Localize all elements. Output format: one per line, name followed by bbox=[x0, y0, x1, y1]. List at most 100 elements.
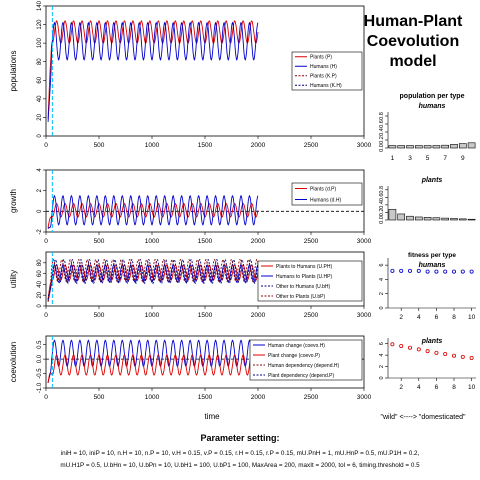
y-tick-label: 0.4 bbox=[379, 201, 385, 209]
y-tick-label: 0.0 bbox=[379, 144, 385, 152]
fitness-point-plants-6 bbox=[434, 350, 439, 355]
panel-subtitle: humans bbox=[419, 262, 446, 269]
y-axis-label: growth bbox=[9, 189, 18, 213]
x-tick-label: 0 bbox=[44, 142, 48, 149]
y-axis-label: populations bbox=[9, 51, 18, 92]
y-tick-label: 6 bbox=[379, 264, 385, 267]
x-tick-label: 2500 bbox=[304, 312, 319, 319]
legend-box bbox=[249, 339, 363, 381]
x-tick-label: 2000 bbox=[251, 142, 266, 149]
fitness-point-humans-5 bbox=[425, 269, 430, 274]
bar-4 bbox=[414, 145, 423, 149]
fitness-point-humans-4 bbox=[416, 268, 421, 273]
panel-title: population per type bbox=[400, 93, 465, 100]
x-tick-label: 1500 bbox=[198, 312, 213, 319]
bar-6 bbox=[432, 145, 441, 149]
y-tick-label: 0.5 bbox=[37, 340, 43, 349]
y-tick-label: 0 bbox=[37, 304, 43, 308]
bar-10 bbox=[467, 218, 476, 221]
y-tick-label: 0.0 bbox=[37, 354, 43, 363]
y-tick-label: 6 bbox=[379, 342, 385, 345]
bar-5 bbox=[423, 217, 432, 221]
fitness-point-plants-1 bbox=[390, 342, 395, 347]
bar-3 bbox=[406, 145, 414, 149]
x-tick-label: 1 bbox=[391, 155, 395, 162]
x-tick-label: 2500 bbox=[304, 142, 319, 149]
x-tick-label: 1000 bbox=[145, 238, 160, 245]
y-axis-label: coevolution bbox=[9, 342, 18, 382]
x-tick-label: 0 bbox=[44, 238, 48, 245]
x-tick-label: 3000 bbox=[357, 238, 372, 245]
x-tick-label: 2 bbox=[399, 384, 403, 391]
legend-coevolution: Human change (coevo.H) Plant change (coev… bbox=[249, 339, 363, 381]
type-distribution-panels: population per typehumans0.00.20.40.60.8… bbox=[379, 93, 476, 391]
bar-7 bbox=[441, 217, 450, 221]
x-tick-label: 8 bbox=[452, 384, 456, 391]
fitness-point-plants-9 bbox=[460, 354, 465, 359]
bar-8 bbox=[450, 218, 458, 221]
y-tick-label: 0 bbox=[379, 306, 385, 309]
panel-title: fitness per type bbox=[408, 252, 456, 259]
panel-pop-per-type-plants: plants 0.00.20.40.60.8 bbox=[379, 177, 476, 224]
x-tick-label: 500 bbox=[94, 238, 105, 245]
y-tick-label: 20 bbox=[37, 291, 43, 298]
panel-pop-per-type-humans: population per type humans 0.00.20.40.60.8… bbox=[379, 93, 476, 162]
fitness-point-plants-7 bbox=[443, 351, 448, 356]
legend-entry: Plants (d.P) bbox=[310, 186, 336, 192]
x-tick-label: 1500 bbox=[198, 238, 213, 245]
fitness-point-plants-4 bbox=[416, 347, 421, 352]
panel-subtitle: humans bbox=[419, 103, 446, 110]
panel-populations: 0 20 40 60 80 100 120 140 0 500 1000 1500 2000 2500 30… bbox=[9, 0, 372, 149]
x-tick-label: 2 bbox=[399, 314, 403, 321]
legend-entry: Humans (H) bbox=[310, 64, 337, 70]
y-tick-label: 60 bbox=[37, 76, 43, 83]
y-tick-label: 0.2 bbox=[379, 209, 385, 217]
bar-5 bbox=[423, 145, 432, 149]
y-tick-label: 2 bbox=[379, 292, 385, 295]
y-tick-label: -0.5 bbox=[37, 368, 43, 379]
legend-entry: Humans to Plants (U.HP) bbox=[276, 274, 332, 280]
x-tick-label: 3000 bbox=[357, 312, 372, 319]
fitness-point-humans-3 bbox=[407, 268, 412, 273]
y-tick-label: 0.8 bbox=[379, 112, 385, 120]
series-line-coevolution-1 bbox=[47, 354, 259, 384]
y-axis-label: utility bbox=[9, 270, 18, 288]
legend-entry: Humans (d.H) bbox=[310, 197, 341, 203]
parameter-heading: Parameter setting: bbox=[200, 433, 279, 443]
x-tick-label: 6 bbox=[435, 314, 439, 321]
bar-1 bbox=[388, 209, 397, 221]
legend-entry: Plant change (coevo.P) bbox=[268, 353, 320, 359]
x-tick-label: 3 bbox=[408, 155, 412, 162]
x-tick-label: 1000 bbox=[145, 142, 160, 149]
bar-8 bbox=[450, 144, 458, 149]
x-tick-label: 10 bbox=[468, 314, 476, 321]
fitness-point-humans-10 bbox=[469, 269, 474, 274]
y-tick-label: 0.8 bbox=[379, 186, 385, 194]
main-title: Human-Plant Coevolution model bbox=[364, 13, 463, 70]
y-tick-label: 120 bbox=[37, 19, 43, 30]
y-tick-label: 40 bbox=[37, 95, 43, 102]
bar-6 bbox=[432, 217, 441, 221]
x-tick-label: 1000 bbox=[145, 394, 160, 401]
bar-4 bbox=[414, 216, 423, 221]
y-tick-label: 0.6 bbox=[379, 194, 385, 202]
y-tick-label: 0.2 bbox=[379, 136, 385, 144]
legend-entry: Plants to Humans (U.PH) bbox=[276, 264, 332, 270]
y-tick-label: 0.6 bbox=[379, 120, 385, 128]
legend-entry: Human change (coevo.H) bbox=[268, 343, 325, 349]
x-tick-label: 2000 bbox=[251, 238, 266, 245]
x-tick-label: 4 bbox=[417, 314, 421, 321]
y-tick-label: 60 bbox=[37, 270, 43, 277]
x-tick-label: 2000 bbox=[251, 394, 266, 401]
y-tick-label: -1.0 bbox=[37, 382, 43, 393]
x-tick-label: 1500 bbox=[198, 142, 213, 149]
panel-subtitle: plants bbox=[421, 177, 443, 184]
x-tick-label: 2500 bbox=[304, 394, 319, 401]
fitness-point-plants-8 bbox=[451, 353, 456, 358]
main-title-line-1: Human-Plant bbox=[364, 13, 463, 30]
fitness-point-humans-6 bbox=[434, 269, 439, 274]
parameter-line-1: iniH = 10, iniP = 10, n.H = 10, n.P = 10… bbox=[61, 450, 420, 457]
x-tick-label: 5 bbox=[426, 155, 430, 162]
